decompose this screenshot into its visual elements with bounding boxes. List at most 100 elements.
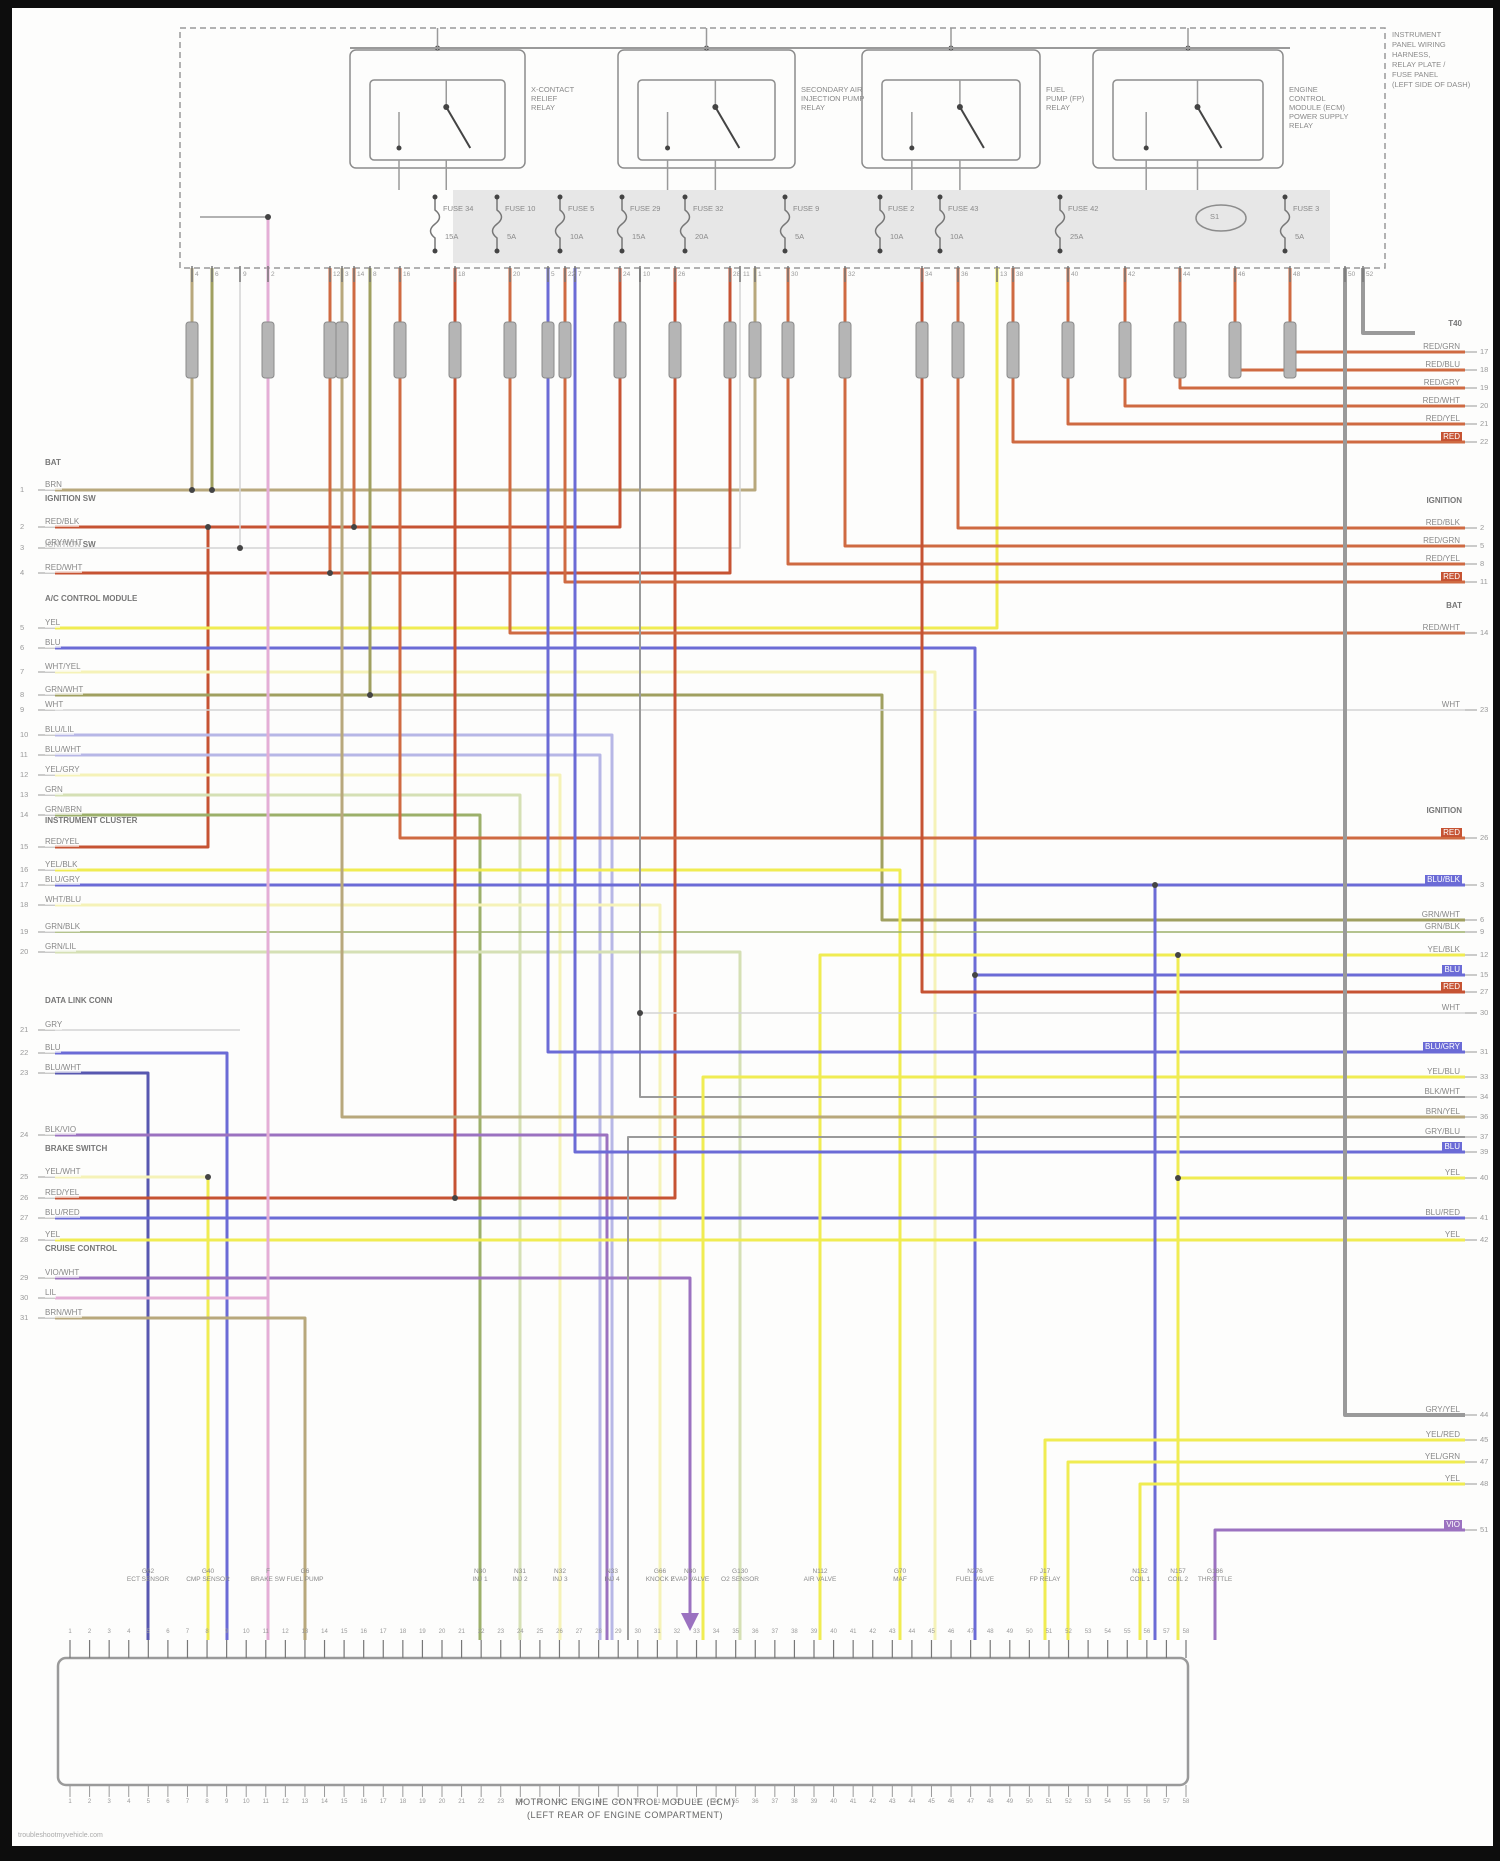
terminal-number: 24 (623, 271, 631, 278)
right-wire-label-text: BLU (1442, 965, 1462, 974)
right-wire-label-text: BLU/GRY (1423, 1042, 1462, 1051)
right-wire-label-text: YEL (1444, 1474, 1460, 1483)
right-wire-label: RED/BLU (1318, 360, 1462, 370)
left-pin-number: 22 (20, 1048, 29, 1057)
ecm-pin-number: 14 (321, 1629, 328, 1635)
right-pin-number: 15 (1480, 970, 1489, 979)
ecm-pin-number: 43 (888, 1799, 896, 1805)
terminal-number: 50 (1348, 271, 1356, 278)
right-wire-label-text: RED/WHT (1422, 623, 1460, 632)
left-pin-number: 29 (20, 1273, 29, 1282)
ecm-pin-number: 21 (458, 1799, 465, 1805)
terminal-number: 22 (568, 271, 576, 278)
ecm-pin-number: 22 (477, 1799, 485, 1805)
component-label: N33 INJ 4 (604, 1568, 620, 1583)
ecm-pin-number: 9 (224, 1799, 229, 1805)
terminal-number: 1 (758, 271, 762, 278)
component-label: N152 COIL 1 (1129, 1568, 1151, 1583)
left-pin-number: 16 (20, 865, 29, 874)
ecm-pin-number: 16 (360, 1629, 368, 1635)
relay-label: ENGINE CONTROL MODULE (ECM) POWER SUPPLY… (1289, 85, 1348, 130)
ecm-caption-line1: MOTRONIC ENGINE CONTROL MODULE (ECM) (515, 1797, 735, 1807)
left-group-header: CRUISE CONTROL (45, 1244, 117, 1253)
right-pin-number: 48 (1480, 1479, 1489, 1488)
ecm-pin-number: 51 (1045, 1629, 1053, 1635)
right-wire-label: RED/WHT (1318, 396, 1462, 406)
ecm-pin-number: 6 (166, 1799, 170, 1805)
fuse-name: FUSE 34 (443, 204, 474, 213)
ecm-pin-number: 54 (1104, 1629, 1112, 1635)
right-wire-label-text: GRY/YEL (1425, 1405, 1460, 1414)
ecm-pin-number: 24 (516, 1629, 524, 1635)
right-wire-label-text: YEL/RED (1425, 1430, 1460, 1439)
right-wire-label: BLU (1318, 965, 1462, 975)
left-wire-label: BRN (45, 480, 62, 490)
fuse-rating: 5A (1295, 232, 1305, 241)
left-wire-label: WHT/YEL (45, 662, 81, 672)
right-wire-label-text: YEL (1444, 1230, 1460, 1239)
ecm-pin-number: 48 (986, 1799, 994, 1805)
ecm-pin-number: 45 (928, 1799, 935, 1805)
component-label: G66 KNOCK 2 (645, 1568, 675, 1583)
ecm-pin-number: 3 (107, 1629, 111, 1635)
ecm-pin-number: 13 (301, 1799, 309, 1805)
ecm-pin-number: 47 (967, 1629, 974, 1635)
ecm-pin-number: 19 (419, 1629, 426, 1635)
fuse-relay-panel-outline (179, 27, 1386, 269)
right-wire-label: WHT (1318, 1003, 1462, 1013)
left-wire-label: RED/YEL (45, 1188, 80, 1198)
right-wire-label: RED (1318, 982, 1462, 992)
right-wire-label: BLU/GRY (1318, 1042, 1462, 1052)
right-wire-label: BLU (1318, 1142, 1462, 1152)
relay-label-text: ENGINE CONTROL MODULE (ECM) POWER SUPPLY… (1289, 85, 1349, 130)
left-wire-label: GRY/WHT (45, 538, 83, 548)
left-group-header: A/C CONTROL MODULE (45, 594, 138, 603)
ecm-pin-number: 40 (830, 1799, 837, 1805)
terminal-number: 13 (1000, 271, 1008, 278)
watermark: troubleshootmyvehicle.com (18, 1832, 103, 1839)
ecm-pin-number: 56 (1143, 1799, 1151, 1805)
right-group-header: IGNITION (1426, 806, 1462, 815)
right-pin-number: 37 (1480, 1132, 1489, 1141)
ecm-pin-number: 33 (693, 1629, 700, 1635)
terminal-number: 8 (373, 271, 377, 278)
right-group-header: BAT (1446, 601, 1462, 610)
terminal-number: 40 (1071, 271, 1079, 278)
ecm-pin-number: 3 (107, 1799, 111, 1805)
component-label: G70 MAF (893, 1568, 907, 1583)
ecm-pin-number: 18 (399, 1799, 407, 1805)
right-wire-label-text: RED/WHT (1422, 396, 1460, 405)
left-wire-label: WHT (45, 700, 64, 710)
ecm-pin-number: 39 (810, 1629, 818, 1635)
ecm-caption: MOTRONIC ENGINE CONTROL MODULE (ECM) (LE… (360, 1796, 890, 1822)
ecm-pin-number: 46 (947, 1799, 955, 1805)
right-wire-label: YEL/RED (1318, 1430, 1462, 1440)
left-pin-number: 26 (20, 1193, 29, 1202)
left-pin-number: 20 (20, 947, 29, 956)
ecm-box (56, 1656, 1190, 1787)
ecm-pin-number: 23 (497, 1629, 505, 1635)
right-wire-label-text: WHT (1441, 1003, 1460, 1012)
fuse-rating: 10A (890, 232, 904, 241)
ecm-pin-number: 31 (654, 1629, 661, 1635)
left-wire-label: GRN/LIL (45, 942, 77, 952)
fuse-name: FUSE 5 (568, 204, 595, 213)
left-pin-number: 12 (20, 770, 29, 779)
terminal-number: 46 (1238, 271, 1246, 278)
terminal-number: 18 (458, 271, 466, 278)
component-label: G40 CMP SENSOR (186, 1568, 230, 1583)
right-wire-label: WHT (1318, 700, 1462, 710)
fusible-link-oval (1195, 204, 1247, 232)
ecm-pin-number: 55 (1123, 1799, 1131, 1805)
left-pin-number: 28 (20, 1235, 29, 1244)
fuse-name: FUSE 32 (693, 204, 724, 213)
right-wire-label: RED/GRN (1318, 536, 1462, 546)
relay-label-text: FUEL PUMP (FP) RELAY (1046, 85, 1085, 112)
terminal-number: 10 (643, 271, 651, 278)
terminal-number: 6 (215, 271, 219, 278)
component-label: G130 O2 SENSOR (721, 1568, 759, 1583)
fusible-link-label: S1 (1210, 212, 1220, 221)
fuse-rating: 15A (445, 232, 459, 241)
left-pin-number: 14 (20, 810, 29, 819)
ecm-pin-number: 17 (379, 1799, 387, 1805)
